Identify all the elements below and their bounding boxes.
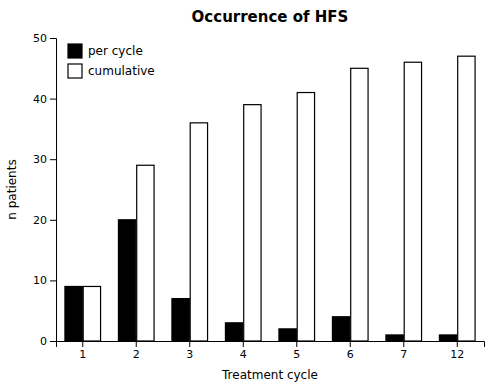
x-tick-mark: [189, 341, 190, 347]
x-axis-title: Treatment cycle: [221, 368, 318, 382]
y-tick: 30: [33, 153, 56, 166]
x-axis: 123456712: [57, 341, 485, 361]
legend-label: per cycle: [88, 44, 143, 58]
bar: [332, 317, 349, 341]
y-tick-label: 0: [40, 335, 47, 348]
bar: [137, 165, 154, 341]
x-tick-mark: [243, 341, 244, 347]
y-tick-mark: [50, 159, 56, 160]
y-tick-label: 40: [33, 93, 47, 106]
plot: 12345671201020304050per cyclecumulative: [33, 32, 485, 361]
y-tick: 0: [40, 335, 56, 348]
x-tick-label: 4: [240, 348, 247, 361]
x-axis-line: [57, 342, 485, 348]
chart: 12345671201020304050per cyclecumulativeO…: [0, 0, 500, 389]
x-tick-label: 3: [186, 348, 193, 361]
y-tick-label: 30: [33, 153, 47, 166]
y-tick-mark: [50, 341, 56, 342]
y-tick-label: 50: [33, 32, 47, 45]
y-tick-mark: [50, 280, 56, 281]
legend-item: cumulative: [68, 64, 155, 78]
y-tick-label: 10: [33, 274, 47, 287]
x-tick: 7: [400, 341, 407, 361]
bar: [404, 62, 421, 341]
bar: [83, 286, 100, 341]
x-tick-mark: [136, 341, 137, 347]
x-tick: 4: [240, 341, 247, 361]
x-tick-mark: [457, 341, 458, 347]
bar: [351, 68, 368, 341]
bar: [172, 299, 189, 341]
legend-swatch: [68, 44, 82, 58]
x-tick: 1: [79, 341, 86, 361]
y-tick-mark: [50, 38, 56, 39]
bar: [190, 123, 207, 341]
x-tick: 5: [293, 341, 300, 361]
x-tick: 12: [450, 341, 464, 361]
bar: [439, 335, 456, 341]
y-tick-mark: [50, 220, 56, 221]
bar: [297, 93, 314, 341]
x-tick-mark: [82, 341, 83, 347]
x-tick-mark: [350, 341, 351, 347]
x-tick: 2: [133, 341, 140, 361]
bar: [279, 329, 296, 341]
x-tick-label: 7: [400, 348, 407, 361]
y-axis-title: n patients: [5, 159, 19, 219]
y-axis: 0 10 20 30 40 50: [33, 32, 57, 348]
x-tick: 3: [186, 341, 193, 361]
bar: [386, 335, 403, 341]
legend-label: cumulative: [88, 64, 155, 78]
x-tick-label: 1: [79, 348, 86, 361]
y-tick-label: 20: [33, 214, 47, 227]
bar: [118, 220, 135, 341]
x-tick-mark: [403, 341, 404, 347]
bars: [65, 56, 475, 341]
y-axis-line: [50, 39, 57, 342]
y-tick: 10: [33, 274, 56, 287]
bar: [244, 105, 261, 341]
title: Occurrence of HFS: [192, 8, 349, 26]
legend-item: per cycle: [68, 44, 143, 58]
x-tick: 6: [347, 341, 354, 361]
y-tick-mark: [50, 99, 56, 100]
legend: per cycle cumulative: [68, 44, 155, 78]
x-tick-label: 12: [450, 348, 464, 361]
x-tick-mark: [296, 341, 297, 347]
bar: [458, 56, 475, 341]
x-tick-label: 6: [347, 348, 354, 361]
y-tick: 50: [33, 32, 56, 45]
bar: [225, 323, 242, 341]
x-tick-label: 2: [133, 348, 140, 361]
y-tick: 20: [33, 214, 56, 227]
x-tick-label: 5: [293, 348, 300, 361]
y-tick: 40: [33, 93, 56, 106]
bar-series: [83, 56, 475, 341]
bar: [65, 286, 82, 341]
legend-swatch: [68, 64, 82, 78]
